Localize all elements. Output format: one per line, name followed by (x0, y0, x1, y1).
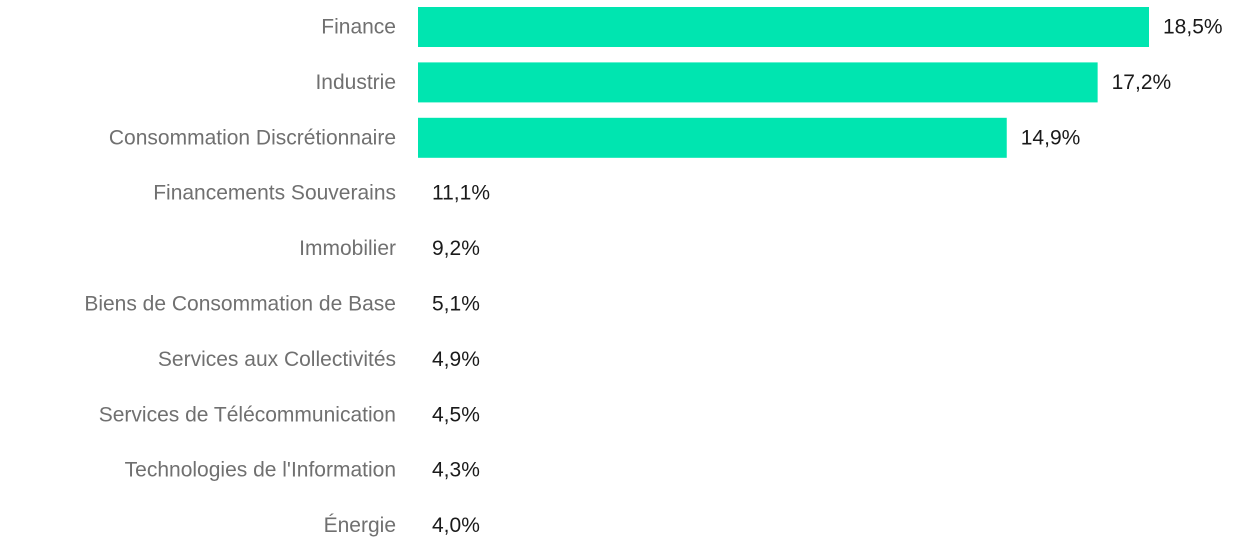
category-label-6: Services aux Collectivités (158, 348, 396, 371)
value-label-5: 5,1% (432, 293, 480, 316)
bar-2 (418, 117, 1007, 158)
category-label-8: Technologies de l'Information (125, 459, 396, 482)
bars-group (418, 7, 1149, 158)
value-label-2: 14,9% (1021, 126, 1081, 149)
category-labels-group: Finance Industrie Consommation Discrétionn… (84, 16, 396, 538)
category-label-2: Consommation Discrétionnaire (109, 126, 396, 149)
value-label-4: 9,2% (432, 237, 480, 260)
bar-1 (418, 62, 1098, 103)
value-label-1: 17,2% (1112, 71, 1172, 94)
value-label-6: 4,9% (432, 348, 480, 371)
category-label-1: Industrie (315, 71, 396, 94)
category-label-3: Financements Souverains (153, 182, 396, 205)
category-label-7: Services de Télécommunication (99, 403, 396, 426)
value-label-9: 4,0% (432, 514, 480, 537)
value-label-7: 4,5% (432, 403, 480, 426)
category-label-9: Énergie (324, 514, 396, 537)
value-label-3: 11,1% (432, 182, 490, 205)
bar-0 (418, 7, 1149, 47)
value-labels-group: 18,5% 17,2% 14,9% 11,1% 9,2% 5,1% 4,9% 4,5% 4,3%… (432, 16, 1223, 538)
value-label-0: 18,5% (1163, 16, 1223, 39)
category-label-4: Immobilier (299, 237, 396, 260)
category-label-5: Biens de Consommation de Base (84, 293, 396, 316)
value-label-8: 4,3% (432, 459, 480, 482)
category-label-0: Finance (321, 16, 396, 39)
